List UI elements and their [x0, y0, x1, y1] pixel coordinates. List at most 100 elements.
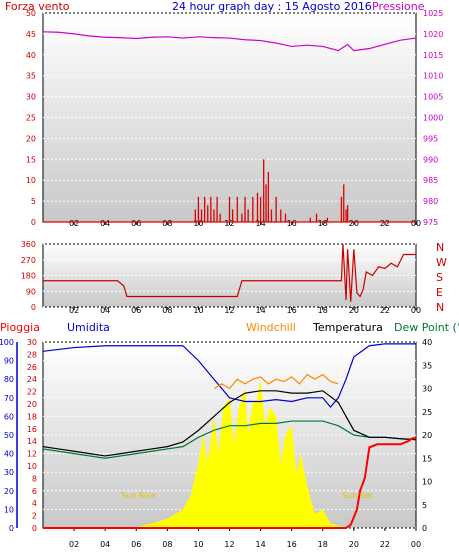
rain-tick-label: 6 [32, 487, 37, 496]
wind-tick-label: 20 [26, 134, 36, 143]
wind-tick-label: 50 [26, 9, 36, 18]
humidity-tick-label: 100 [0, 338, 14, 347]
humidity-tick-label: 40 [4, 450, 14, 459]
humidity-tick-label: 70 [4, 394, 14, 403]
temperature-tick-label: 5 [422, 501, 427, 510]
hour-tick-label: 18 [318, 540, 328, 549]
temperature-legend: Temperatura [312, 321, 383, 334]
compass-label: N [436, 241, 444, 254]
hour-tick-label: 04 [100, 306, 110, 315]
hour-tick-label: 22 [380, 540, 390, 549]
chart-title: 24 hour graph day : 15 Agosto 2016 [172, 0, 372, 13]
rain-tick-label: 2 [32, 512, 37, 521]
humidity-tick-label: 80 [4, 375, 14, 384]
pressure-tick-label: 980 [423, 197, 438, 206]
rain-tick-label: 0 [32, 524, 37, 533]
pressure-axis-title: Pressione [372, 0, 425, 13]
compass-label: W [436, 256, 447, 269]
pressure-tick-label: 1015 [423, 51, 443, 60]
hour-tick-label: 14 [255, 540, 265, 549]
hour-tick-label: 02 [69, 540, 79, 549]
wind-tick-label: 30 [26, 93, 36, 102]
pressure-tick-label: 975 [423, 218, 438, 227]
hour-tick-label: 10 [193, 540, 203, 549]
temperature-line [42, 390, 417, 457]
compass-label: S [436, 271, 443, 284]
rain-line [43, 437, 416, 529]
data-marks [42, 31, 417, 529]
rain-tick-label: 10 [27, 462, 37, 471]
pressure-line [42, 31, 417, 52]
direction-tick-label: 180 [21, 272, 36, 281]
compass-label: N [436, 301, 444, 314]
rain-tick-label: 22 [27, 388, 37, 397]
rain-tick-label: 24 [27, 375, 37, 384]
rain-tick-label: 26 [27, 363, 37, 372]
direction-tick-label: 0 [31, 303, 36, 312]
hour-tick-label: 18 [318, 306, 328, 315]
temperature-tick-label: 30 [422, 385, 432, 394]
rain-legend: Pioggia [0, 321, 40, 334]
wind-pressure-plot-bg [42, 12, 417, 223]
pressure-tick-label: 1020 [423, 30, 443, 39]
wind-tick-label: 0 [31, 218, 36, 227]
rain-tick-label: 30 [27, 338, 37, 347]
humidity-tick-label: 50 [4, 431, 14, 440]
humidity-tick-label: 60 [4, 412, 14, 421]
rain-tick-label: 18 [27, 412, 37, 421]
humidity-tick-label: 90 [4, 357, 14, 366]
hour-tick-label: 14 [255, 306, 265, 315]
hour-tick-label: 20 [349, 540, 359, 549]
wind-tick-label: 15 [26, 155, 36, 164]
temperature-tick-label: 10 [422, 478, 432, 487]
axis-ticks: 0510152025303540455097598098599099510001… [0, 9, 447, 549]
hour-tick-label: 00 [411, 540, 421, 549]
temperature-tick-label: 20 [422, 431, 432, 440]
hour-tick-label: 08 [162, 306, 172, 315]
hour-tick-label: 02 [69, 306, 79, 315]
temperature-tick-label: 25 [422, 408, 432, 417]
humidity-tick-label: 30 [4, 468, 14, 477]
dewpoint-line [42, 420, 417, 459]
wind-tick-label: 5 [31, 197, 36, 206]
windchill-line [213, 373, 339, 390]
temperature-tick-label: 35 [422, 361, 432, 370]
rain-tick-label: 16 [27, 425, 37, 434]
hour-tick-label: 22 [380, 306, 390, 315]
direction-tick-label: 360 [21, 240, 36, 249]
hour-tick-label: 06 [131, 540, 141, 549]
wind-tick-label: 10 [26, 176, 36, 185]
compass-label: E [436, 286, 443, 299]
wind-tick-label: 40 [26, 51, 36, 60]
wind-tick-label: 25 [26, 114, 36, 123]
hour-tick-label: 00 [411, 306, 421, 315]
humidity-tick-label: 10 [4, 505, 14, 514]
temperature-tick-label: 40 [422, 338, 432, 347]
pressure-tick-label: 995 [423, 134, 438, 143]
rain-tick-label: 4 [32, 499, 37, 508]
hour-tick-label: 12 [224, 306, 234, 315]
hour-tick-label: 20 [349, 306, 359, 315]
sunset-annotation: Sun Set [342, 491, 373, 500]
hour-tick-label: 10 [193, 306, 203, 315]
dewpoint-legend: Dew Point (°C [394, 321, 459, 334]
humidity-tick-label: 0 [9, 524, 14, 533]
wind-tick-label: 45 [26, 30, 36, 39]
direction-tick-label: 90 [26, 287, 36, 296]
temperature-tick-label: 0 [422, 524, 427, 533]
hour-tick-label: 04 [100, 540, 110, 549]
rain-tick-label: 12 [27, 450, 37, 459]
wind-tick-label: 35 [26, 72, 36, 81]
hour-tick-label: 12 [224, 540, 234, 549]
hour-tick-label: 16 [287, 540, 297, 549]
rain-tick-label: 14 [27, 437, 37, 446]
humidity-line [42, 343, 416, 409]
pressure-tick-label: 1010 [423, 72, 443, 81]
wind-direction-line [43, 243, 416, 302]
pressure-tick-label: 985 [423, 176, 438, 185]
pressure-tick-label: 990 [423, 155, 438, 164]
hour-tick-label: 08 [162, 540, 172, 549]
windchill-legend: Windchill [246, 321, 296, 334]
